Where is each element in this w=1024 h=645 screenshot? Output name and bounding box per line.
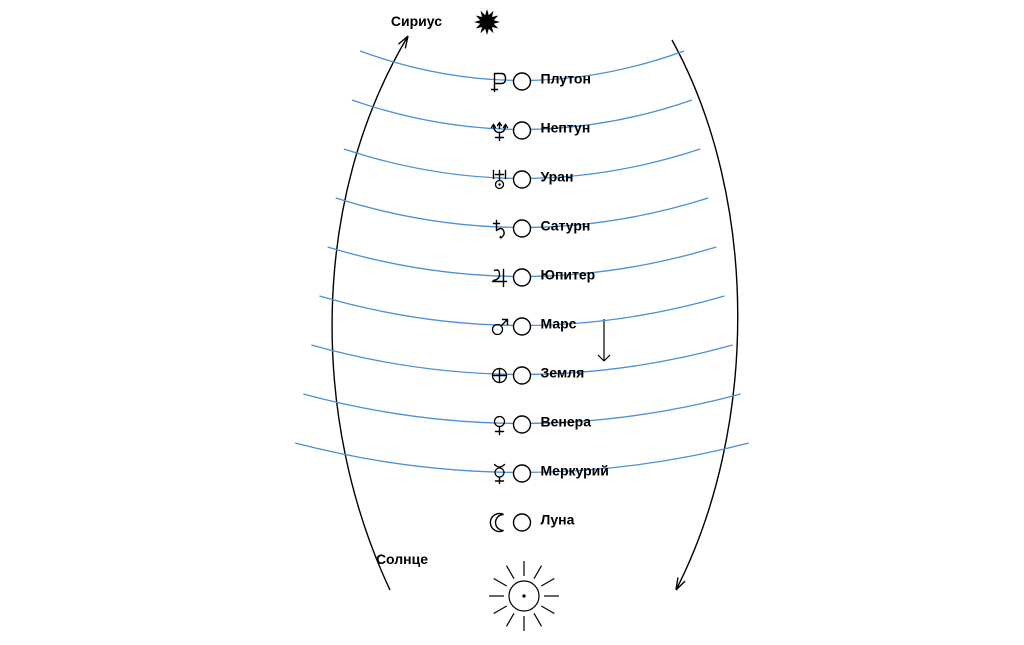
planet-label-uranus: Уран [541,169,574,185]
sirius-star-icon [474,9,500,35]
planet-marker-uranus [514,171,531,188]
planet-marker-pluto [514,73,531,90]
planet-label-jupiter: Юпитер [541,267,596,283]
planet-label-earth: Земля [541,365,585,381]
planet-symbol-venus-icon [495,417,505,435]
planet-symbol-mars-icon [493,320,508,335]
planet-label-mercury: Меркурий [541,463,609,479]
planet-label-neptune: Нептун [541,120,591,136]
sun-ray [541,579,554,587]
sirius-label: Сириус [391,13,442,29]
planet-label-mars: Марс [541,316,577,332]
sun-ray [507,613,515,626]
diagram-canvas: Сириус Плутон Нептун Уран Сатурн Юпитер Марс Зе… [0,0,1024,645]
planet-marker-jupiter [514,269,531,286]
planet-marker-saturn [514,220,531,237]
sun-ray [494,606,507,614]
sun-ray [534,566,542,579]
planet-symbol-neptune-icon [492,123,508,141]
planet-label-moon: Луна [541,512,575,528]
planet-marker-mars [514,318,531,335]
planet-symbol-saturn-icon [494,221,505,238]
left-flow-arrow [332,36,408,590]
planet-symbol-pluto-icon [492,74,506,92]
planet-label-saturn: Сатурн [541,218,591,234]
right-flow-arrow [672,40,738,590]
planet-label-venus: Венера [541,414,592,430]
sun-ray [534,613,542,626]
planet-marker-venus [514,416,531,433]
sun-ray [541,606,554,614]
planet-symbol-earth-icon [493,369,507,383]
planet-marker-earth [514,367,531,384]
planet-symbol-moon-icon [490,514,503,532]
planet-marker-mercury [514,465,531,482]
left-flow-arrow-head [398,36,408,48]
planet-marker-moon [514,514,531,531]
sun-ray [507,566,515,579]
planet-symbol-mercury-icon [495,465,505,484]
planet-label-pluto: Плутон [541,71,591,87]
sun-label: Солнце [376,551,428,567]
sun-ray [494,579,507,587]
planet-symbol-uranus-icon [494,171,506,189]
planet-symbol-jupiter-icon [493,270,507,287]
sun-center-dot [522,594,525,597]
planet-marker-neptune [514,122,531,139]
